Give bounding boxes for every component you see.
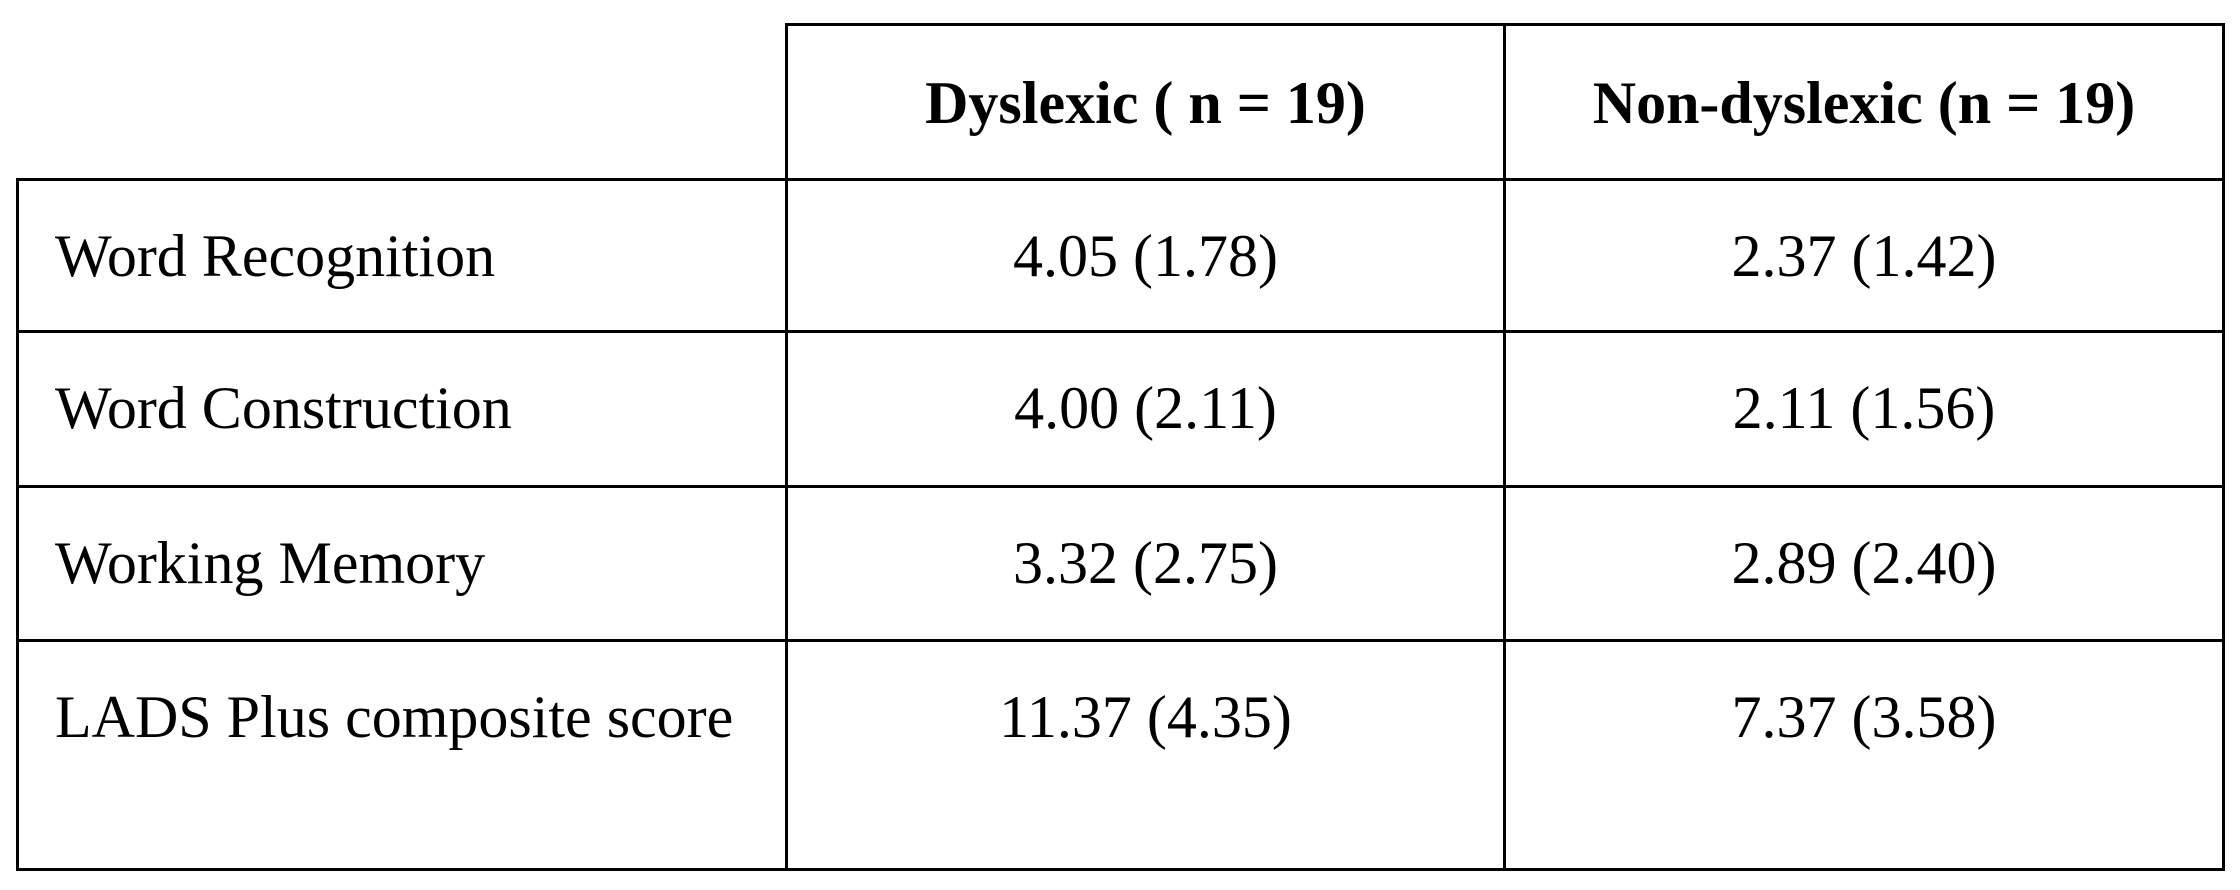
table-cell: 4.00 (2.11) (785, 330, 1506, 488)
table-cell: 7.37 (3.58) (1503, 639, 2225, 871)
row-label: Working Memory (16, 485, 788, 642)
table-cell: 2.89 (2.40) (1503, 485, 2225, 642)
table-cell: 3.32 (2.75) (785, 485, 1506, 642)
row-label: LADS Plus composite score (16, 639, 788, 871)
table-cell: 11.37 (4.35) (785, 639, 1506, 871)
table-cell: 2.11 (1.56) (1503, 330, 2225, 488)
column-header: Non-dyslexic (n = 19) (1503, 23, 2225, 181)
table-cell: 2.37 (1.42) (1503, 178, 2225, 333)
row-label: Word Recognition (16, 178, 788, 333)
column-header: Dyslexic ( n = 19) (785, 23, 1506, 181)
table-cell: 4.05 (1.78) (785, 178, 1506, 333)
row-label: Word Construction (16, 330, 788, 488)
